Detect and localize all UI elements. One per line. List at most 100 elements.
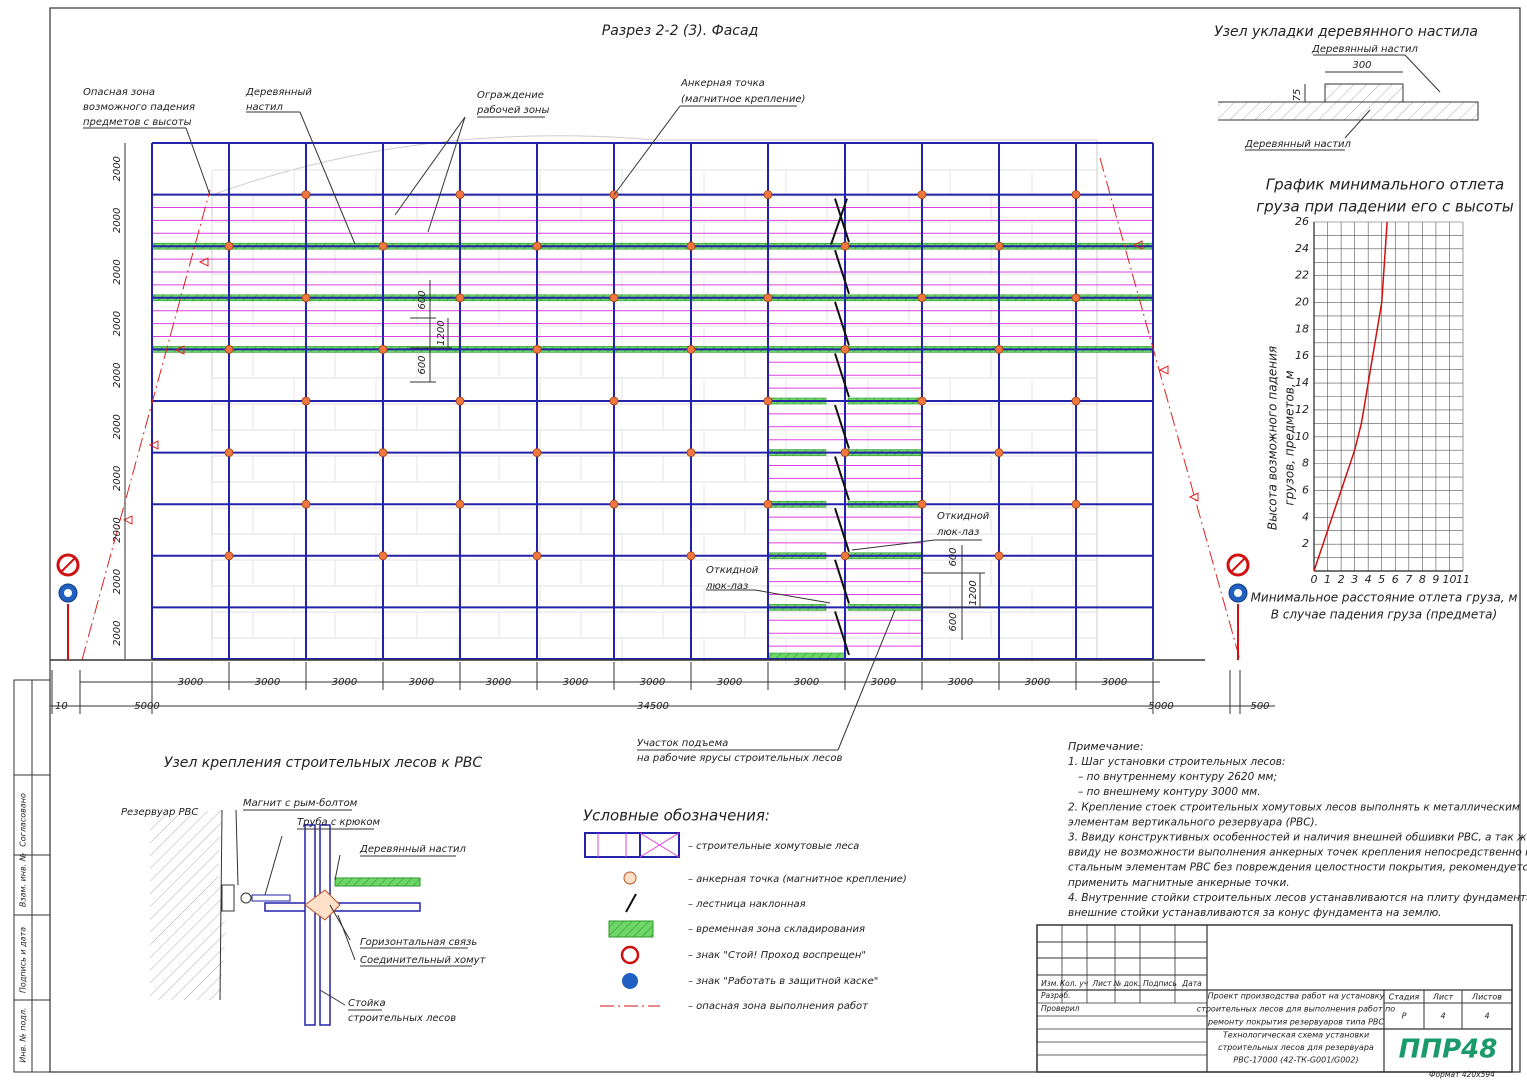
callout: Ограждение — [477, 90, 544, 101]
anchor-point — [763, 293, 773, 303]
level-dimension: 2000 — [112, 208, 123, 233]
leader — [1344, 109, 1371, 139]
y-tick-label: 24 — [1295, 242, 1309, 255]
level-dimension: 2000 — [112, 362, 123, 387]
anchor-point — [686, 448, 696, 458]
anchor-point — [301, 293, 311, 303]
company-logo: ППР48 — [1399, 1035, 1498, 1065]
callout: рабочей зоны — [476, 104, 549, 116]
label: Стадия — [1389, 993, 1420, 1002]
tank-outline — [211, 135, 1098, 660]
legend-symbol — [625, 893, 637, 913]
y-tick-label: 4 — [1302, 510, 1309, 523]
leader — [334, 854, 341, 881]
span-dimension: 3000 — [794, 677, 819, 688]
label: Труба с крюком — [297, 816, 380, 828]
notes-title: Примечание: — [1068, 740, 1144, 753]
x-tick-label: 4 — [1365, 573, 1372, 586]
anchor-point — [224, 241, 234, 251]
y-tick-label: 16 — [1295, 349, 1309, 362]
anchor-point — [686, 551, 696, 561]
anchor-point — [532, 344, 542, 354]
anchor-point — [455, 190, 465, 200]
anchor-point — [917, 396, 927, 406]
ladder — [834, 301, 850, 346]
drawing-title: Технологическая схема установки — [1223, 1031, 1369, 1040]
danger-flag — [1158, 365, 1169, 375]
danger-flag — [1188, 492, 1199, 502]
x-tick-label: 9 — [1432, 573, 1439, 586]
legend-item: – анкерная точка (магнитное крепление) — [688, 874, 907, 885]
legend-symbol — [584, 832, 680, 858]
legend-symbol — [623, 871, 637, 885]
ladder — [834, 353, 850, 398]
legend-title: Условные обозначения: — [583, 807, 770, 825]
anchor-point — [378, 241, 388, 251]
facade-title: Разрез 2-2 (3). Фасад — [602, 23, 759, 39]
leader — [319, 989, 346, 1006]
danger-flag — [122, 515, 133, 525]
x-axis-label: Минимальное расстояние отлета груза, м — [1251, 591, 1518, 605]
overall-dimension: 10 — [55, 701, 68, 712]
project-name: Проект производства работ на установку — [1208, 992, 1385, 1001]
note-line: – по внешнему контуру 3000 мм. — [1078, 786, 1261, 798]
legend-symbol — [620, 945, 640, 965]
anchor-point — [532, 448, 542, 458]
title-block-header: Лист — [1091, 979, 1112, 988]
ladder — [834, 456, 850, 501]
span-dimension: 3000 — [717, 677, 742, 688]
anchor-point — [1071, 293, 1081, 303]
dimension: 300 — [1352, 60, 1371, 71]
title-block-header: Изм. — [1041, 979, 1059, 988]
callout: на рабочие ярусы строительных лесов — [637, 752, 842, 764]
legend-symbol — [608, 920, 654, 938]
label: Соединительный хомут — [360, 955, 487, 966]
overall-dimension: 500 — [1250, 701, 1269, 712]
anchor-point — [840, 344, 850, 354]
leader — [1404, 54, 1441, 93]
detail-dimension: 600 — [417, 290, 428, 309]
span-dimension: 3000 — [409, 677, 434, 688]
title-block — [1036, 924, 1513, 1073]
callout: Участок подъема — [637, 738, 728, 749]
legend-item: – знак "Стой! Проход воспрещен" — [688, 950, 866, 961]
legend-item: – временная зона складирования — [688, 924, 865, 935]
x-tick-label: 1 — [1324, 573, 1331, 586]
label: Проверил — [1041, 1004, 1080, 1013]
sheet-frame — [13, 7, 1521, 1073]
anchor-point — [378, 344, 388, 354]
clamp — [304, 889, 341, 921]
anchor-point — [994, 344, 1004, 354]
leader — [264, 835, 283, 896]
eye-bolt — [240, 892, 252, 904]
danger-flag — [174, 345, 185, 355]
anchor-point — [609, 396, 619, 406]
ladder — [830, 198, 848, 245]
overall-dimension: 5000 — [134, 701, 159, 712]
title-block-header: Кол. уч — [1060, 979, 1089, 988]
y-tick-label: 2 — [1302, 537, 1309, 550]
anchor-point — [763, 190, 773, 200]
note-line: стальным элементам РВС без повреждения ц… — [1068, 862, 1527, 874]
note-line: применить магнитные анкерные точки. — [1068, 877, 1290, 889]
detail-dimension: 600 — [948, 547, 959, 566]
detail-dimension: 600 — [948, 612, 959, 631]
y-tick-label: 14 — [1295, 376, 1309, 389]
callout: Деревянный — [245, 87, 312, 98]
pipe — [264, 902, 421, 912]
x-tick-label: 5 — [1378, 573, 1385, 586]
side-stamp: Взам. инв. № — [19, 853, 28, 907]
ladder — [834, 198, 850, 243]
side-stamp: Подпись и дата — [19, 927, 28, 993]
post — [304, 824, 316, 1026]
anchor-point — [224, 344, 234, 354]
title-block-header: Дата — [1181, 979, 1202, 988]
span-dimension: 3000 — [486, 677, 511, 688]
y-tick-label: 26 — [1295, 215, 1309, 228]
anchor-point — [917, 293, 927, 303]
ladder — [834, 404, 850, 449]
x-axis-label: В случае падения груза (предмета) — [1271, 608, 1497, 622]
y-tick-label: 18 — [1295, 322, 1309, 335]
callout: настил — [246, 102, 283, 113]
